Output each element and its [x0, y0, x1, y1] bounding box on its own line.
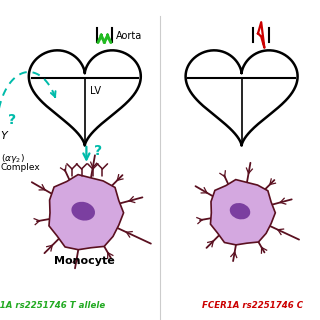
Text: ($\alpha\gamma_2$): ($\alpha\gamma_2$) [1, 152, 24, 165]
Text: Aorta: Aorta [116, 31, 142, 41]
Text: Y: Y [1, 131, 7, 141]
Ellipse shape [230, 203, 250, 220]
Text: ?: ? [8, 113, 16, 127]
Text: Complex: Complex [1, 164, 40, 172]
Text: Monocyte: Monocyte [54, 256, 115, 266]
Text: FCER1A rs2251746 T allele: FCER1A rs2251746 T allele [0, 301, 105, 310]
Polygon shape [211, 180, 275, 245]
Ellipse shape [71, 202, 95, 220]
Text: FCER1A rs2251746 C: FCER1A rs2251746 C [202, 301, 303, 310]
Text: LV: LV [90, 86, 100, 96]
Text: ?: ? [94, 144, 102, 158]
Polygon shape [49, 175, 124, 250]
